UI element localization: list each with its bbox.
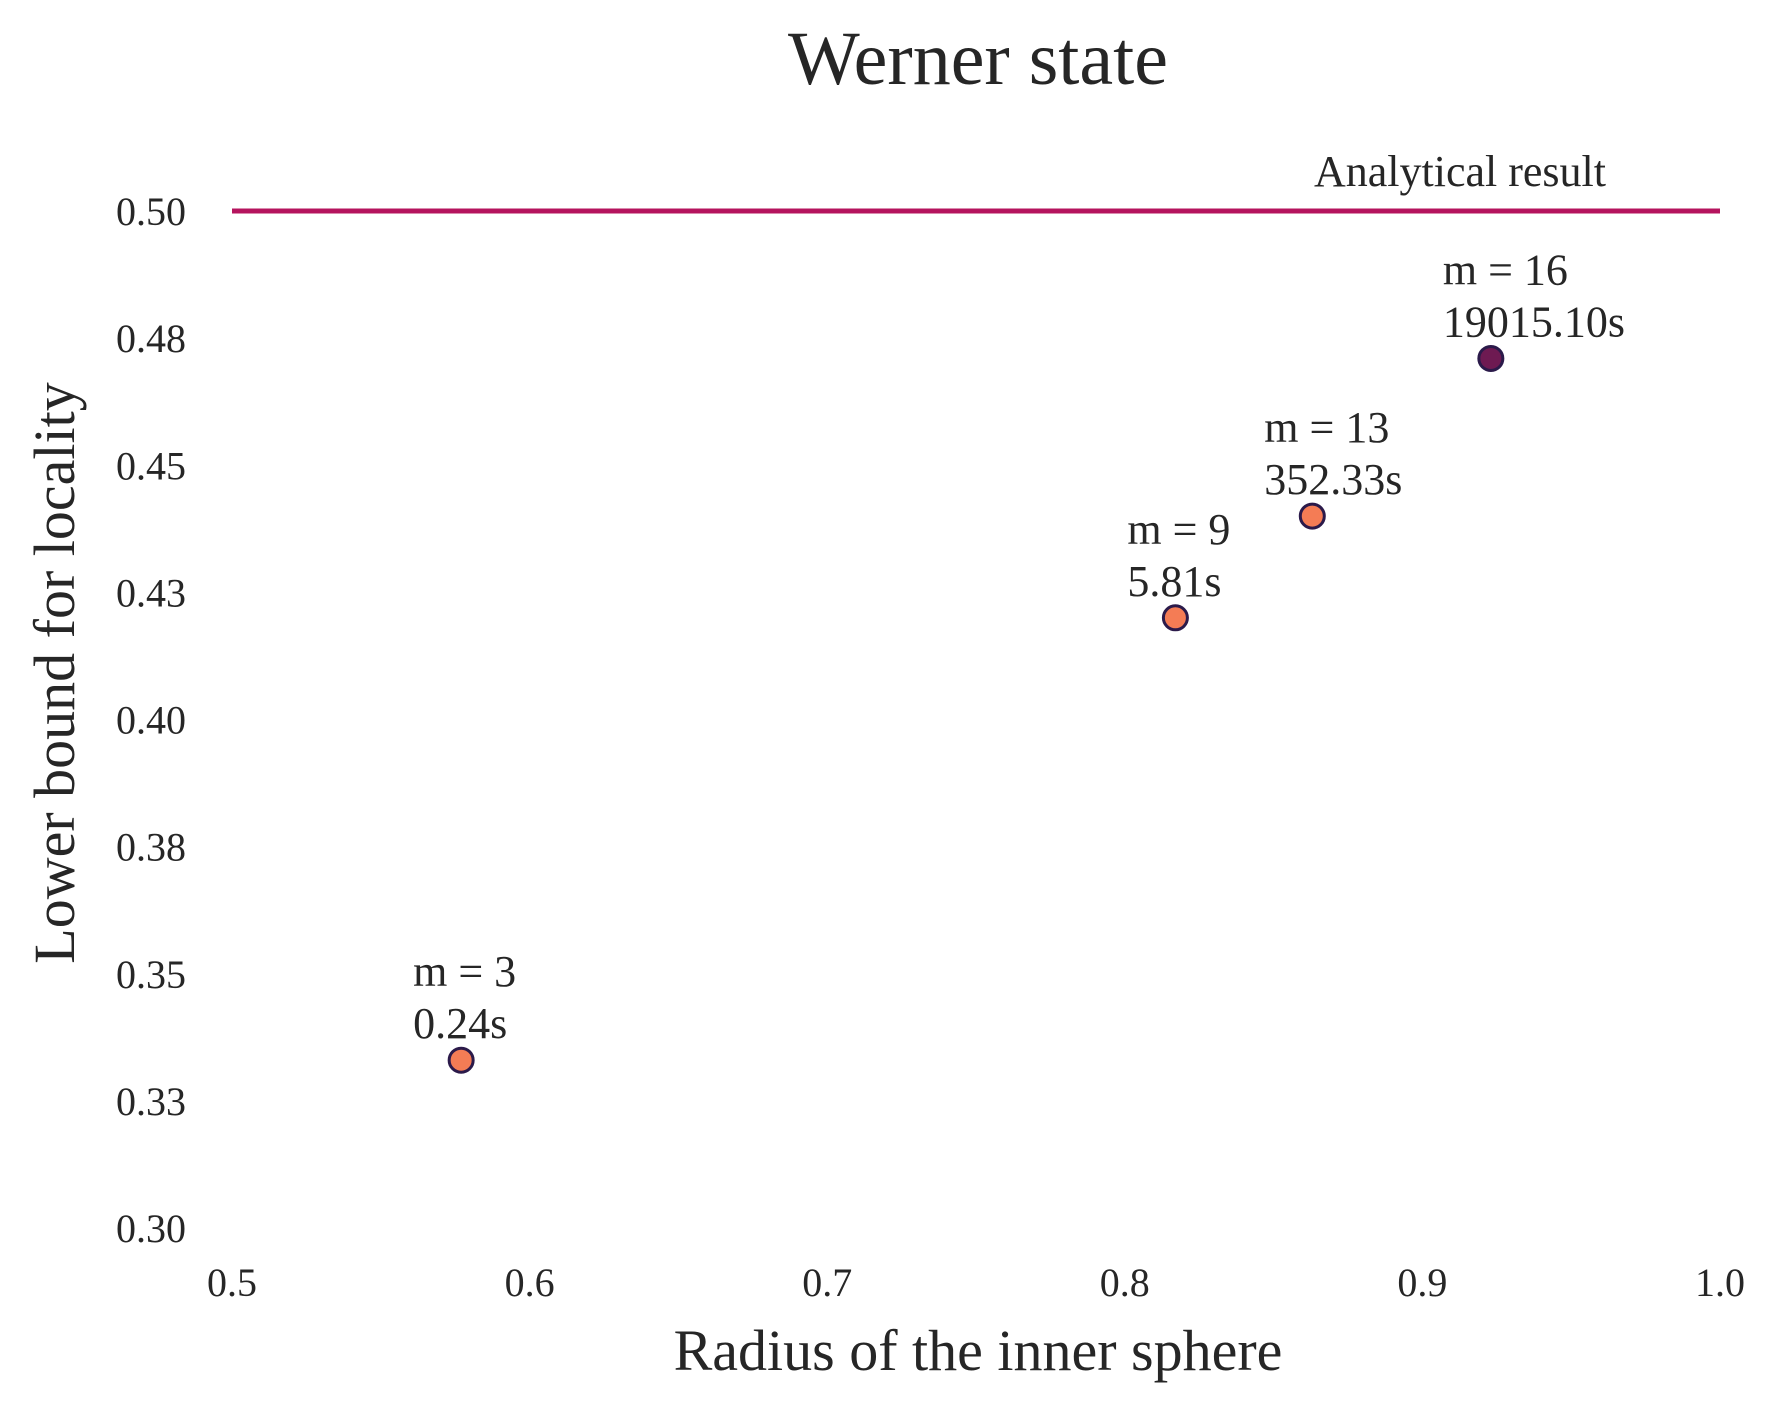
- x-tick-label: 0.8: [1100, 1260, 1150, 1305]
- point-time-label: 5.81s: [1127, 557, 1221, 606]
- chart-title: Werner state: [788, 17, 1168, 101]
- data-point: [1161, 604, 1189, 632]
- x-axis-ticks: 0.5 0.6 0.7 0.8 0.9 1.0: [207, 1260, 1745, 1305]
- x-tick-label: 1.0: [1695, 1260, 1745, 1305]
- y-tick-label: 0.43: [116, 570, 186, 615]
- point-m-label: m = 9: [1127, 505, 1230, 554]
- point-time-label: 19015.10s: [1443, 297, 1625, 346]
- y-tick-label: 0.40: [116, 698, 186, 743]
- analytical-result-label: Analytical result: [1314, 147, 1606, 196]
- data-point: [447, 1046, 475, 1074]
- analytical-result-line-group: Analytical result: [232, 147, 1720, 214]
- data-point: [1477, 344, 1505, 372]
- y-tick-label: 0.38: [116, 825, 186, 870]
- y-tick-label: 0.45: [116, 443, 186, 488]
- point-time-label: 0.24s: [413, 999, 507, 1048]
- x-tick-label: 0.9: [1397, 1260, 1447, 1305]
- point-m-label: m = 13: [1264, 403, 1389, 452]
- x-tick-label: 0.6: [505, 1260, 555, 1305]
- x-tick-label: 0.5: [207, 1260, 257, 1305]
- x-tick-label: 0.7: [802, 1260, 852, 1305]
- y-axis-label: Lower bound for locality: [22, 382, 87, 963]
- y-tick-label: 0.30: [116, 1206, 186, 1251]
- point-m-label: m = 3: [413, 947, 516, 996]
- y-axis-ticks: 0.30 0.33 0.35 0.38 0.40 0.43 0.45 0.48 0.50: [116, 189, 186, 1251]
- y-tick-label: 0.33: [116, 1079, 186, 1124]
- y-tick-label: 0.35: [116, 952, 186, 997]
- y-tick-label: 0.48: [116, 316, 186, 361]
- data-point: [1298, 502, 1326, 530]
- x-axis-label: Radius of the inner sphere: [674, 1318, 1283, 1383]
- y-tick-label: 0.50: [116, 189, 186, 234]
- point-m-label: m = 16: [1443, 245, 1568, 294]
- point-time-label: 352.33s: [1264, 455, 1402, 504]
